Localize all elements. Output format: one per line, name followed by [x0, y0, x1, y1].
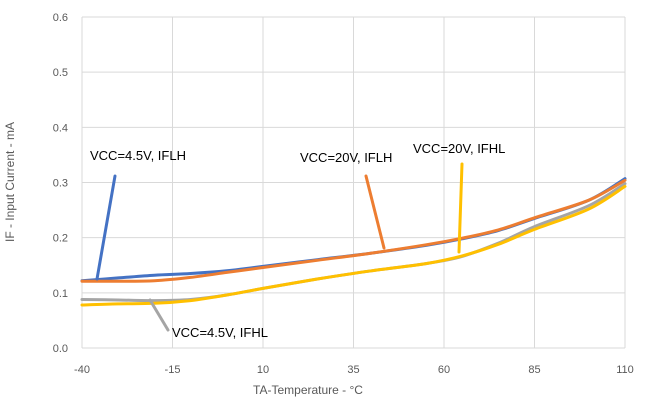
callout-leader-1 — [97, 176, 115, 279]
x-tick-label: 35 — [347, 364, 359, 376]
y-tick-label: 0.0 — [53, 343, 68, 355]
x-axis-title: TA-Temperature - °C — [253, 383, 363, 397]
x-tick-label: -40 — [74, 364, 90, 376]
gridlines — [82, 17, 625, 348]
y-tick-label: 0.3 — [53, 178, 68, 190]
x-tick-label: 10 — [257, 364, 269, 376]
x-tick-label: 60 — [438, 364, 450, 376]
y-tick-label: 0.2 — [53, 233, 68, 245]
x-tick-label: 110 — [616, 364, 634, 376]
callout-label-4: VCC=20V, IFHL — [413, 141, 505, 156]
y-tick-label: 0.6 — [53, 12, 68, 24]
y-tick-label: 0.4 — [53, 122, 68, 134]
callout-label-3: VCC=4.5V, IFHL — [172, 325, 268, 340]
y-tick-label: 0.1 — [53, 288, 68, 300]
x-tick-label: -15 — [165, 364, 181, 376]
tick-labels: 0.0 0.1 0.2 0.3 0.4 0.5 0.6 -40 -15 10 35 60 85 110 — [53, 12, 634, 376]
x-tick-label: 85 — [528, 364, 540, 376]
callout-label-2: VCC=20V, IFLH — [300, 150, 392, 165]
y-tick-label: 0.5 — [53, 67, 68, 79]
y-axis-title: IF - Input Current - mA — [3, 122, 17, 242]
callout-label-1: VCC=4.5V, IFLH — [90, 148, 186, 163]
